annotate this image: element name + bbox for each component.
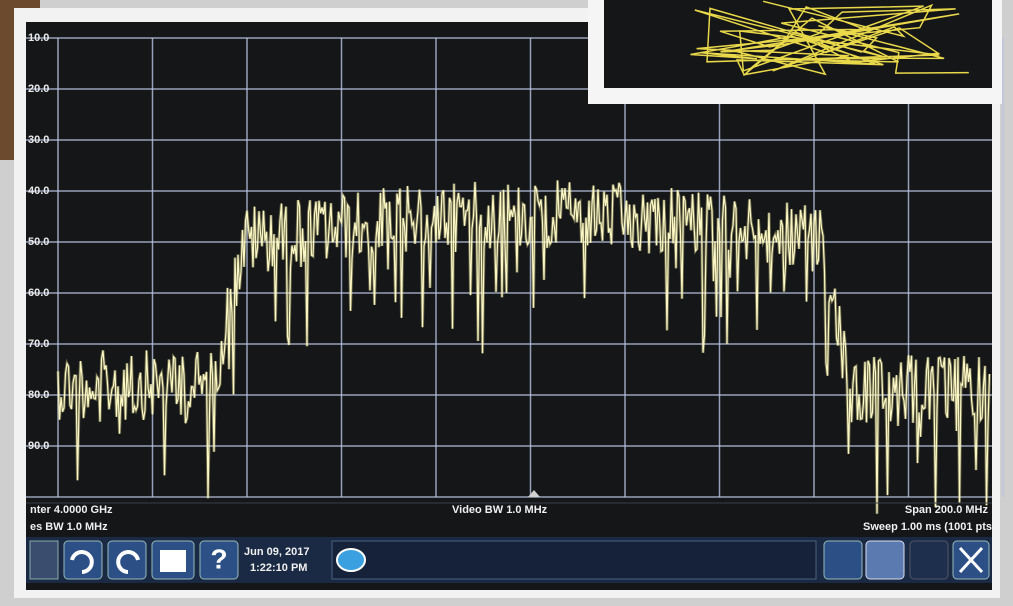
center-freq: nter 4.0000 GHz (30, 504, 113, 516)
screenshot: 10.0 20.0 30.0 40.0 50.0 60.0 70.0 80.0 90.0 nte… (0, 0, 1013, 606)
start-button[interactable] (30, 541, 58, 579)
y-label: 50.0 (28, 236, 49, 248)
touch-button[interactable] (866, 541, 904, 579)
y-label: 60.0 (28, 287, 49, 299)
y-label: 90.0 (28, 440, 49, 452)
y-label: 80.0 (28, 389, 49, 401)
date: Jun 09, 2017 (244, 546, 309, 558)
analyzer-screen: 10.0 20.0 30.0 40.0 50.0 60.0 70.0 80.0 90.0 nte… (0, 0, 1013, 606)
y-label: 40.0 (28, 185, 49, 197)
video-bw: Video BW 1.0 MHz (452, 504, 548, 516)
layout-button[interactable] (824, 541, 862, 579)
res-bw: es BW 1.0 MHz (30, 521, 108, 533)
windows-button[interactable] (910, 541, 948, 579)
y-label: 10.0 (28, 32, 49, 44)
folder-icon (160, 550, 186, 572)
y-label: 20.0 (28, 83, 49, 95)
y-label: 70.0 (28, 338, 49, 350)
time: 1:22:10 PM (250, 562, 307, 574)
y-label: 30.0 (28, 134, 49, 146)
span: Span 200.0 MHz (905, 504, 989, 516)
sweep: Sweep 1.00 ms (1001 pts (863, 521, 992, 533)
message-button[interactable] (337, 549, 365, 571)
help-icon: ? (210, 543, 227, 574)
message-bar (332, 541, 816, 579)
